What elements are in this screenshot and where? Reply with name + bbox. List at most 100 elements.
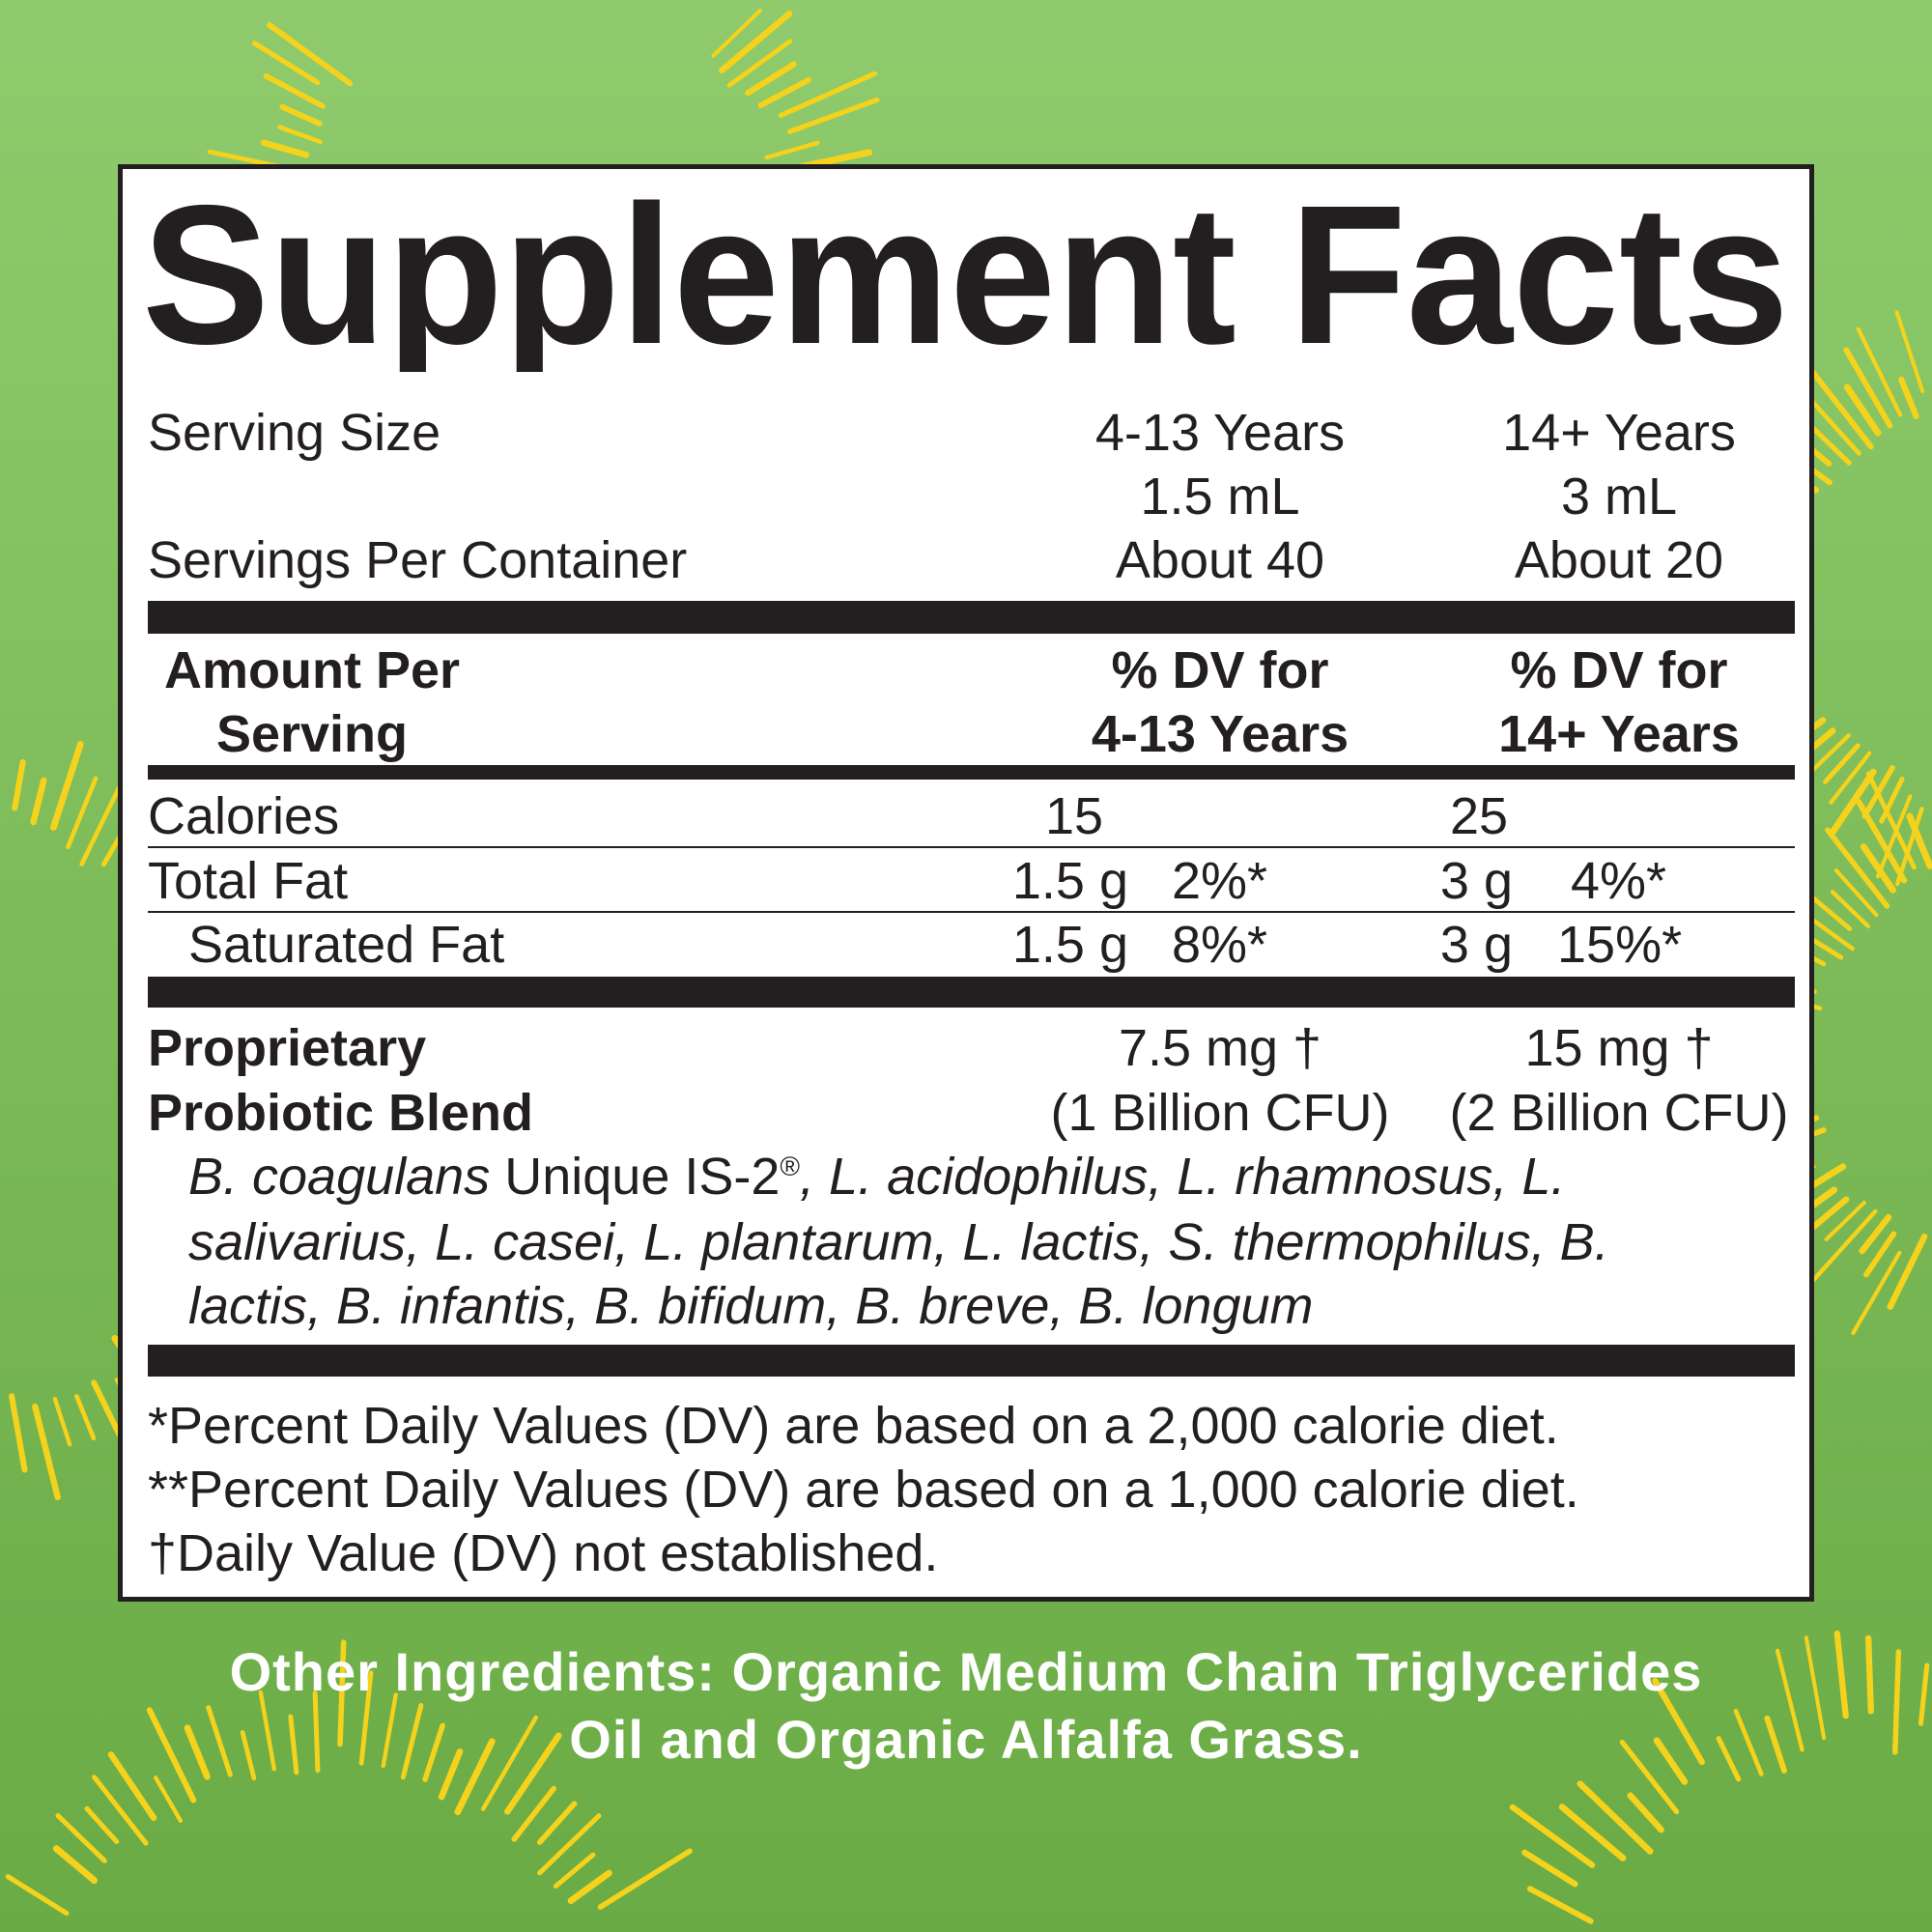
sun-ray	[91, 1379, 123, 1437]
sun-ray	[567, 1869, 612, 1905]
sun-ray	[778, 71, 878, 118]
sun-ray	[30, 777, 47, 826]
sun-ray	[79, 774, 128, 867]
sun-ray	[1875, 794, 1913, 879]
medium-divider	[148, 765, 1795, 780]
sun-ray	[1824, 1201, 1866, 1241]
serving-size-label: Serving Size	[148, 404, 441, 462]
other-ingredients-line1: Other Ingredients: Organic Medium Chain …	[229, 1641, 1703, 1702]
sun-ray	[480, 1715, 538, 1811]
sun-ray	[337, 1639, 347, 1747]
sun-ray	[1865, 771, 1917, 870]
sun-ray	[764, 140, 820, 160]
calories-col1: 15	[1044, 787, 1104, 845]
total-fat-col2-amount: 3 g	[1439, 852, 1513, 910]
sun-ray	[1863, 1231, 1897, 1278]
col2-size: 3 mL	[1560, 468, 1678, 526]
sun-ray	[1860, 843, 1896, 894]
sun-ray	[422, 1722, 445, 1782]
blend-col2-cfu: (2 Billion CFU)	[1449, 1084, 1789, 1142]
sun-ray	[358, 1670, 374, 1766]
saturated-fat-col1-dv: 8%*	[1172, 916, 1268, 974]
blend-name-line1: Proprietary	[148, 1019, 427, 1077]
dv-col2-line1: % DV for	[1510, 641, 1728, 699]
sun-ray	[153, 1776, 184, 1823]
sun-ray	[1833, 868, 1879, 918]
col2-age: 14+ Years	[1502, 404, 1736, 462]
total-fat-label: Total Fat	[148, 852, 349, 910]
sun-ray	[1898, 376, 1919, 419]
sun-ray	[438, 1747, 464, 1801]
sun-ray	[263, 72, 326, 109]
sun-ray	[503, 1732, 562, 1815]
svg-text:Supplement Facts: Supplement Facts	[142, 179, 1789, 372]
sun-ray	[1856, 327, 1903, 417]
col1-age: 4-13 Years	[1094, 404, 1346, 462]
blend-col2-amount: 15 mg †	[1524, 1019, 1714, 1077]
sun-ray	[1894, 310, 1925, 394]
row-divider	[148, 846, 1795, 848]
dv-col1-line2: 4-13 Years	[1091, 705, 1350, 763]
sun-ray	[146, 1707, 197, 1804]
sun-ray	[1716, 1736, 1742, 1782]
panel-title: Supplement Facts	[142, 179, 1789, 372]
sun-ray	[1833, 1630, 1849, 1719]
sun-ray	[1558, 1804, 1627, 1861]
sun-ray	[277, 125, 323, 145]
sun-ray	[536, 1801, 578, 1845]
sun-ray	[1830, 890, 1870, 929]
sun-ray	[744, 61, 797, 97]
sun-ray	[726, 39, 793, 88]
sun-ray	[553, 1852, 596, 1889]
sun-ray	[1577, 1780, 1654, 1855]
footnote-1: *Percent Daily Values (DV) are based on …	[148, 1397, 1559, 1455]
sun-ray	[1851, 1250, 1902, 1336]
sun-ray	[1906, 812, 1932, 869]
sun-ray	[312, 1690, 321, 1773]
row-divider	[148, 911, 1795, 913]
sun-ray	[107, 1751, 157, 1822]
sun-ray	[1509, 1804, 1596, 1868]
saturated-fat-col1-amount: 1.5 g	[1011, 916, 1128, 974]
footnote-2: **Percent Daily Values (DV) are based on…	[148, 1461, 1579, 1519]
sun-ray	[597, 1848, 693, 1910]
sun-ray	[251, 41, 321, 86]
registered-mark: ®	[780, 1151, 801, 1181]
sun-ray	[258, 1690, 277, 1772]
serving-label: Serving	[215, 705, 409, 763]
sun-ray	[9, 1393, 28, 1473]
sun-ray	[5, 1874, 70, 1917]
blend-name-line2: Probiotic Blend	[148, 1084, 534, 1142]
sun-ray	[1733, 1708, 1764, 1776]
sun-ray	[84, 1805, 120, 1845]
sun-ray	[1652, 1678, 1705, 1766]
sun-ray	[1823, 743, 1861, 784]
sun-ray	[1843, 384, 1882, 437]
calories-label: Calories	[148, 787, 340, 845]
sun-ray	[12, 758, 26, 811]
sun-ray	[1887, 1233, 1928, 1310]
dv-col2-line2: 14+ Years	[1498, 705, 1740, 763]
ingredients-line2: salivarius, L. casei, L. plantarum, L. l…	[188, 1213, 1609, 1271]
other-ingredients-line2: Oil and Organic Alfalfa Grass.	[569, 1709, 1363, 1770]
sun-ray	[1804, 360, 1874, 450]
sun-ray	[1828, 768, 1877, 838]
sun-ray	[184, 1724, 211, 1780]
ingredients-line3: lactis, B. infantis, B. bifidum, B. brev…	[188, 1277, 1314, 1335]
sun-ray	[511, 1785, 556, 1842]
blend-col1-amount: 7.5 mg †	[1118, 1019, 1322, 1077]
sun-ray	[260, 139, 310, 158]
sun-ray	[1829, 751, 1872, 805]
col1-size: 1.5 mL	[1140, 468, 1300, 526]
sun-ray	[381, 1692, 398, 1769]
saturated-fat-label: Saturated Fat	[188, 916, 505, 974]
sun-ray	[1891, 1649, 1902, 1755]
sun-ray	[454, 1738, 496, 1816]
sun-ray	[1806, 396, 1861, 456]
sun-ray	[1653, 1737, 1689, 1785]
sun-ray	[1856, 799, 1908, 884]
sun-ray	[400, 1702, 424, 1780]
sun-ray	[1627, 1792, 1664, 1833]
amount-per-label: Amount Per	[163, 641, 461, 699]
thick-divider	[148, 601, 1795, 634]
